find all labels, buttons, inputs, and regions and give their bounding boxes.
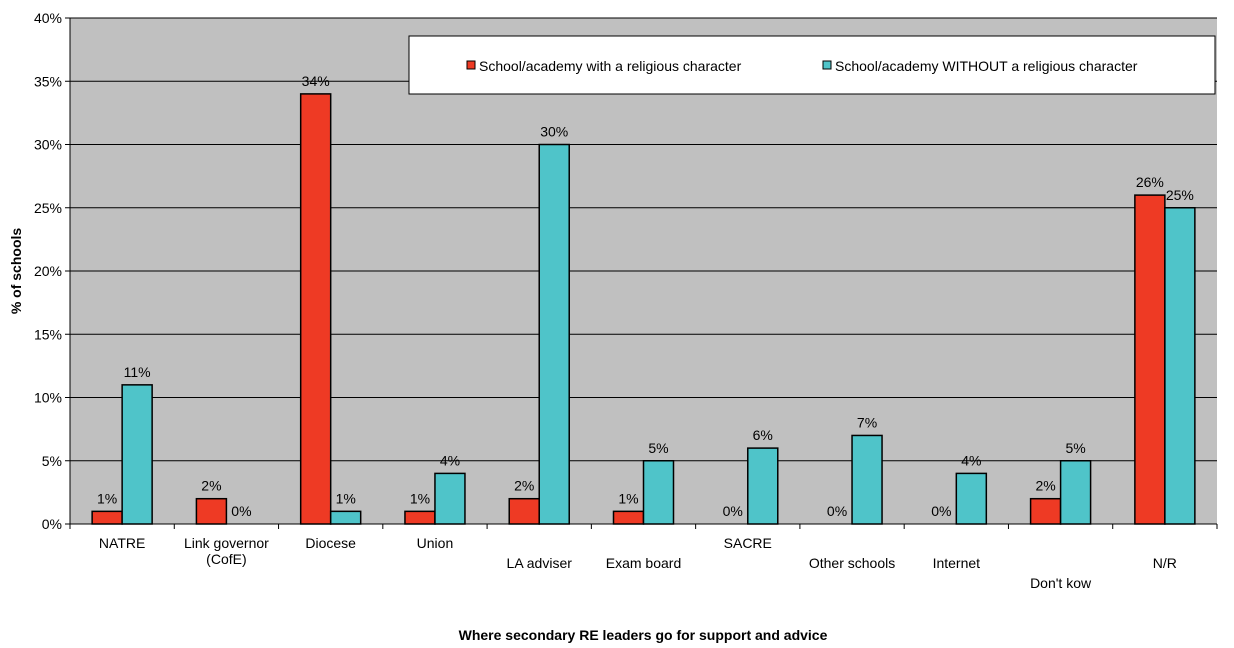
data-label: 5% bbox=[648, 440, 668, 456]
bar-non-religious bbox=[434, 472, 466, 525]
category-label: (CofE) bbox=[206, 551, 246, 567]
bar-non-religious bbox=[329, 510, 362, 525]
data-label: 0% bbox=[827, 503, 847, 519]
bar-non-religious bbox=[747, 447, 779, 525]
data-label: 26% bbox=[1136, 174, 1164, 190]
data-label: 25% bbox=[1166, 187, 1194, 203]
category-labels: NATRE Link governor(CofE) Diocese Union LA a… bbox=[69, 524, 1218, 591]
legend-swatch-non-religious bbox=[822, 60, 832, 70]
bar-religious bbox=[1134, 194, 1166, 525]
bar-non-religious bbox=[538, 143, 570, 525]
bar-non-religious bbox=[121, 384, 153, 525]
bar-non-religious bbox=[1059, 460, 1092, 525]
data-label: 1% bbox=[618, 490, 638, 506]
data-label: 1% bbox=[97, 490, 117, 506]
data-label: 11% bbox=[124, 364, 151, 380]
data-label: 4% bbox=[440, 452, 460, 468]
bar-religious bbox=[612, 510, 645, 525]
category-label: N/R bbox=[1153, 555, 1177, 571]
data-label: 1% bbox=[410, 490, 430, 506]
bar-non-religious bbox=[955, 472, 988, 525]
category-label: NATRE bbox=[99, 535, 145, 551]
bar-religious bbox=[195, 497, 228, 525]
category-label: Exam board bbox=[606, 555, 681, 571]
category-label: SACRE bbox=[724, 535, 772, 551]
bar-religious bbox=[91, 510, 123, 525]
x-axis-title: Where secondary RE leaders go for suppor… bbox=[459, 627, 828, 643]
data-label: 0% bbox=[931, 503, 951, 519]
data-label: 7% bbox=[857, 414, 877, 430]
data-label: 1% bbox=[336, 490, 356, 506]
y-tick-label: 20% bbox=[34, 263, 62, 279]
bar-non-religious bbox=[642, 460, 675, 525]
bar-non-religious bbox=[1164, 207, 1196, 525]
bar-non-religious bbox=[851, 434, 883, 525]
category-label: Link governor bbox=[184, 535, 269, 551]
data-label: 6% bbox=[753, 427, 773, 443]
data-label: 2% bbox=[201, 478, 221, 494]
y-tick-label: 0% bbox=[42, 516, 62, 532]
data-label: 34% bbox=[302, 73, 330, 89]
y-tick-label: 35% bbox=[34, 73, 62, 89]
data-label: 30% bbox=[540, 124, 568, 140]
category-label: Don't kow bbox=[1030, 575, 1092, 591]
y-tick-label: 40% bbox=[34, 10, 62, 26]
data-label: 5% bbox=[1065, 440, 1085, 456]
legend-swatch-religious bbox=[466, 60, 476, 70]
y-tick-label: 30% bbox=[34, 137, 62, 153]
legend-label-religious: School/academy with a religious characte… bbox=[479, 58, 742, 74]
data-label: 0% bbox=[723, 503, 743, 519]
y-tick-label: 10% bbox=[34, 390, 62, 406]
data-label: 2% bbox=[1035, 478, 1055, 494]
y-axis-ticks: 0% 5% 10% 15% 20% 25% 30% 35% 40% bbox=[34, 10, 71, 532]
category-label: Union bbox=[417, 535, 454, 551]
data-label: 2% bbox=[514, 478, 534, 494]
y-tick-label: 15% bbox=[34, 326, 62, 342]
y-axis-title: % of schools bbox=[8, 228, 24, 315]
bars bbox=[91, 93, 1196, 525]
bar-religious bbox=[1029, 497, 1062, 525]
legend: School/academy with a religious characte… bbox=[408, 35, 1216, 95]
data-label: 4% bbox=[961, 452, 981, 468]
data-labels: 1% 11% 2% 0% 34% 1% 1% 4% 2% 30% 1% 5% 0% 6% 0% 7% 0% 4% 2… bbox=[97, 73, 1194, 519]
data-label: 0% bbox=[231, 503, 251, 519]
bar-religious bbox=[404, 510, 436, 525]
y-tick-label: 25% bbox=[34, 200, 62, 216]
category-label: Internet bbox=[933, 555, 981, 571]
legend-label-non-religious: School/academy WITHOUT a religious chara… bbox=[835, 58, 1138, 74]
legend-box bbox=[408, 35, 1216, 95]
category-label: Other schools bbox=[809, 555, 895, 571]
y-tick-label: 5% bbox=[42, 453, 62, 469]
category-label: LA adviser bbox=[507, 555, 573, 571]
bar-religious bbox=[508, 497, 540, 525]
bar-religious bbox=[299, 93, 332, 525]
category-label: Diocese bbox=[305, 535, 356, 551]
